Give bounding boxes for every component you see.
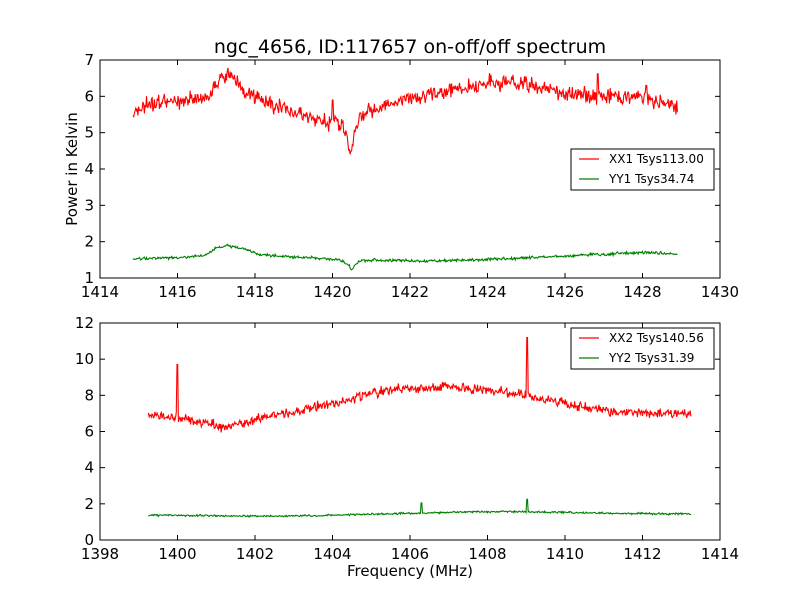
x-tick-label: 1416 xyxy=(158,283,196,301)
x-tick-label: 1412 xyxy=(623,545,661,563)
y-tick-label: 2 xyxy=(84,233,94,251)
x-tick-label: 1418 xyxy=(236,283,274,301)
x-axis-label: Frequency (MHz) xyxy=(347,562,473,580)
legend-box xyxy=(570,148,715,191)
x-tick-label: 1400 xyxy=(158,545,196,563)
y-tick-label: 8 xyxy=(84,386,94,404)
legend-label: XX2 Tsys140.56 xyxy=(609,331,704,345)
y-tick-label: 5 xyxy=(84,124,94,142)
x-tick-label: 1422 xyxy=(391,283,429,301)
subplot-1: 1414 1416 1418 1420 1422 1424 1426 1428 1430 1 2 3 4… xyxy=(63,51,739,301)
legend: XX1 Tsys113.00 YY1 Tsys34.74 xyxy=(570,148,715,191)
series-line-2 xyxy=(148,498,692,518)
y-tick-label: 1 xyxy=(84,269,94,287)
series-group xyxy=(147,336,692,518)
y-axis-label: Power in Kelvin xyxy=(63,112,81,226)
chart-title: ngc_4656, ID:117657 on-off/off spectrum xyxy=(214,36,606,58)
legend-label: XX1 Tsys113.00 xyxy=(609,152,704,166)
x-tick-label: 1430 xyxy=(701,283,739,301)
x-tick-label: 1420 xyxy=(313,283,351,301)
series-line-2 xyxy=(132,243,678,271)
x-tick-label: 1414 xyxy=(701,545,739,563)
legend: XX2 Tsys140.56 YY2 Tsys31.39 xyxy=(570,327,715,370)
y-tick-label: 6 xyxy=(84,423,94,441)
x-tick-label: 1408 xyxy=(468,545,506,563)
x-tick-label: 1428 xyxy=(623,283,661,301)
subplot-2: 1398 1400 1402 1404 1406 1408 1410 1412 1414 0 2 4 6… xyxy=(75,314,739,580)
series-line-1 xyxy=(132,67,678,155)
y-tick-label: 0 xyxy=(84,531,94,549)
x-tick-label: 1410 xyxy=(546,545,584,563)
legend-box xyxy=(570,327,715,370)
y-tick-label: 10 xyxy=(75,350,94,368)
x-tick-label: 1402 xyxy=(236,545,274,563)
legend-label: YY1 Tsys34.74 xyxy=(608,172,694,186)
legend-label: YY2 Tsys31.39 xyxy=(608,351,694,365)
series-group xyxy=(132,67,678,271)
y-tick-label: 3 xyxy=(84,196,94,214)
y-tick-label: 7 xyxy=(84,51,94,69)
x-tick-label: 1426 xyxy=(546,283,584,301)
y-tick-label: 4 xyxy=(84,459,94,477)
x-tick-label: 1406 xyxy=(391,545,429,563)
y-tick-label: 6 xyxy=(84,87,94,105)
series-line-1 xyxy=(147,336,692,433)
x-tick-label: 1404 xyxy=(313,545,351,563)
x-tick-label: 1414 xyxy=(81,283,119,301)
y-tick-label: 12 xyxy=(75,314,94,332)
y-tick-label: 2 xyxy=(84,495,94,513)
plots: 1414 1416 1418 1420 1422 1424 1426 1428 14301234… xyxy=(63,51,739,580)
y-tick-label: 4 xyxy=(84,160,94,178)
x-tick-label: 1424 xyxy=(468,283,506,301)
x-tick-label: 1398 xyxy=(81,545,119,563)
